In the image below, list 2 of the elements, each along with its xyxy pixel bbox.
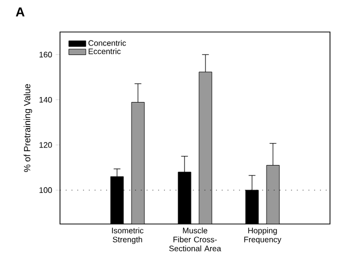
text: A — [16, 8, 25, 16]
y-axis-title: % of Pretraining Value — [24, 84, 32, 172]
